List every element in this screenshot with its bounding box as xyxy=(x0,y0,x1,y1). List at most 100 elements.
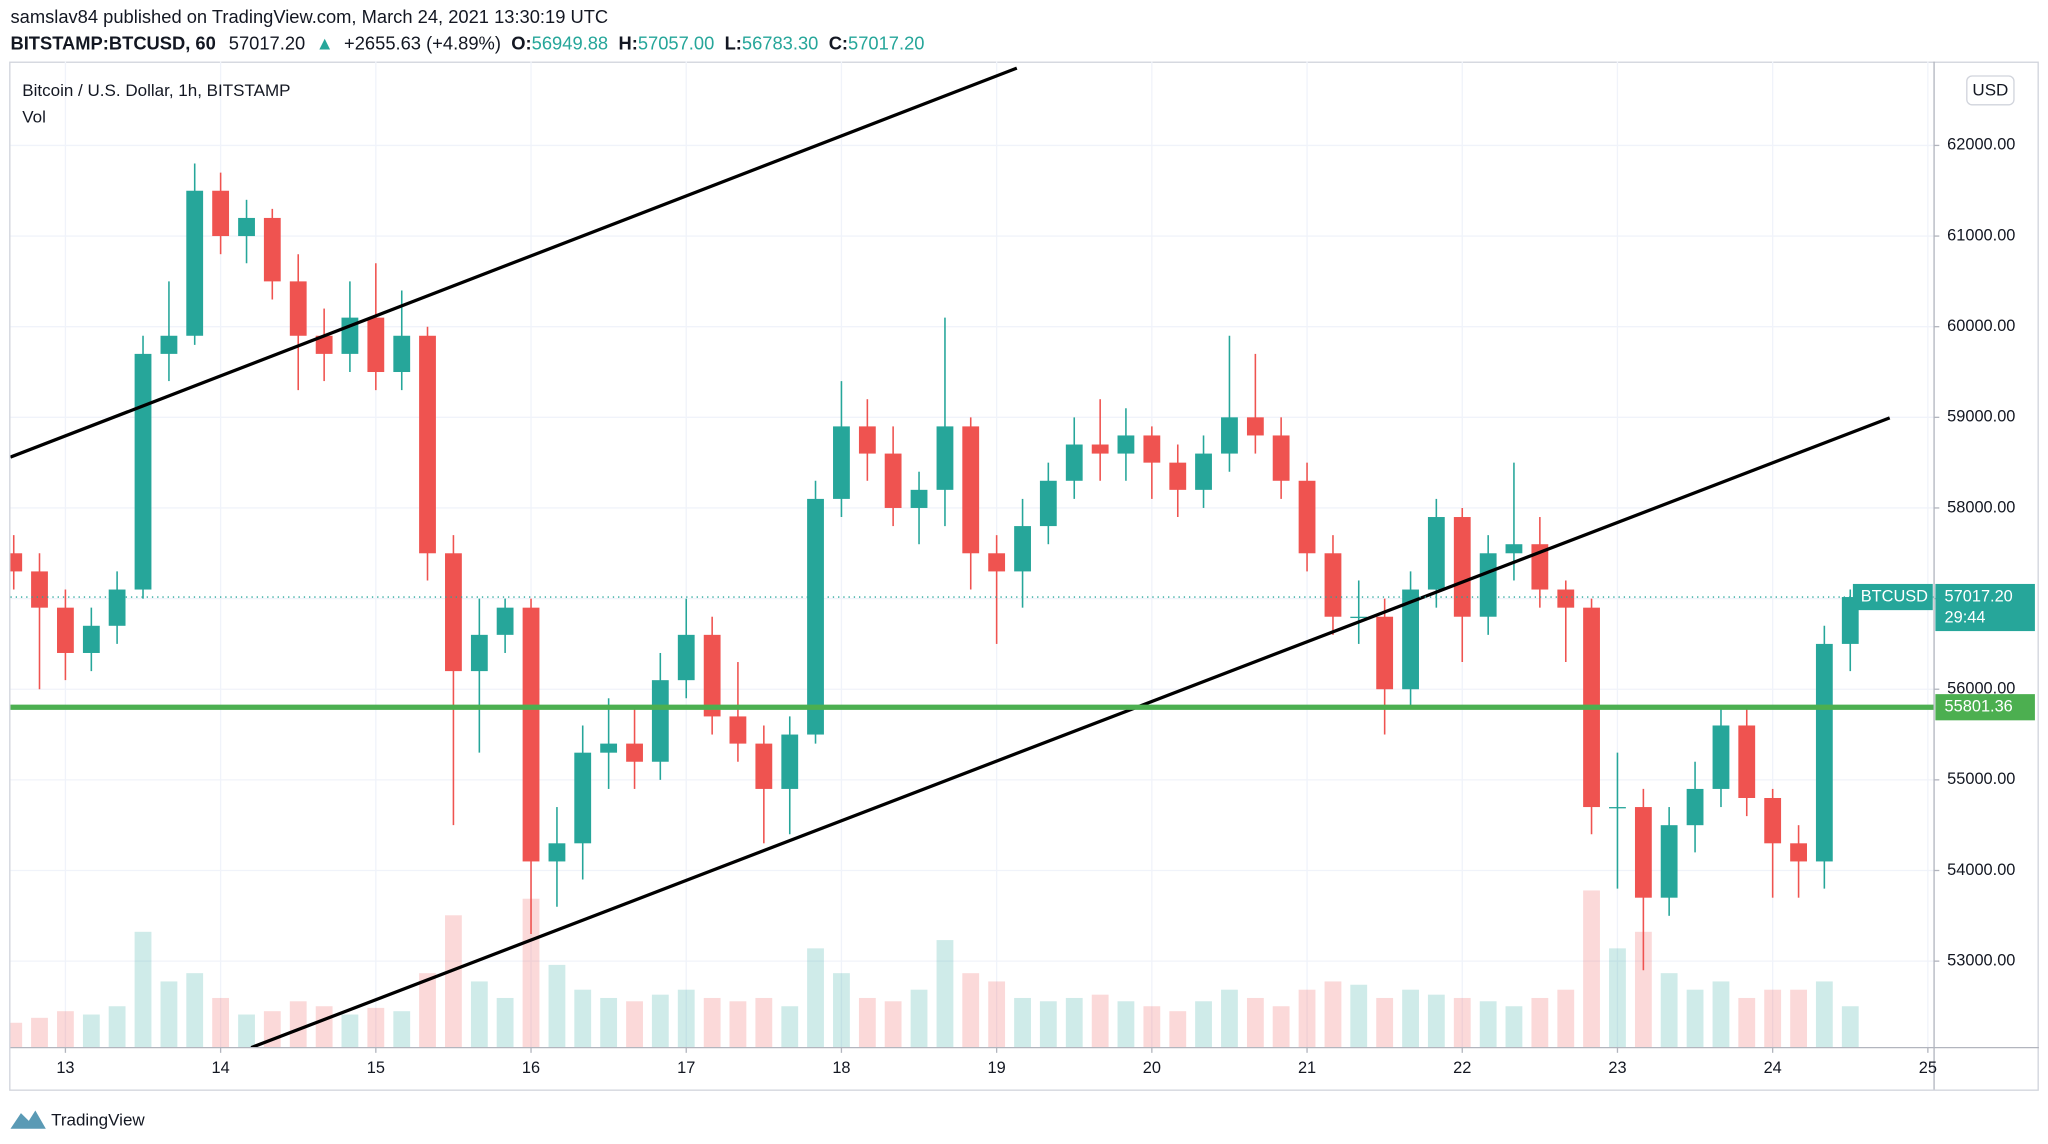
volume-bar xyxy=(10,1022,23,1048)
volume-bar xyxy=(1660,973,1678,1048)
ohlc-value: 57017.20 xyxy=(848,32,924,53)
volume-bar xyxy=(1091,994,1109,1048)
volume-bar xyxy=(496,997,514,1048)
price-label: 55801.36 xyxy=(1945,698,2013,716)
candle-body xyxy=(807,498,824,735)
currency[interactable]: USD xyxy=(1972,81,2008,100)
chart-frame xyxy=(9,61,2039,1091)
candle-body xyxy=(1764,797,1782,844)
candle-body xyxy=(600,743,618,753)
volume-bar xyxy=(1634,931,1652,1048)
candle-body xyxy=(1660,825,1678,898)
ohlc-label: C: xyxy=(829,32,848,53)
price-labels: 55801.36 BTCUSD 57017.20 29:44 xyxy=(1852,583,2035,721)
volume-bar xyxy=(367,1007,385,1048)
candle-body xyxy=(1169,462,1187,490)
volume-bar xyxy=(755,997,773,1048)
volume-bar xyxy=(1712,981,1730,1048)
volume-bar xyxy=(1764,989,1782,1048)
volume-bar xyxy=(729,1001,747,1048)
volume-bar xyxy=(31,1017,48,1048)
volume-bar xyxy=(1427,994,1445,1048)
volume-bar xyxy=(1065,997,1083,1048)
volume-bar xyxy=(315,1006,333,1048)
candle-body xyxy=(884,453,902,508)
candle-body xyxy=(548,843,566,862)
candle-body xyxy=(677,634,695,681)
candle-body xyxy=(1091,444,1109,454)
x-tick-label: 18 xyxy=(832,1059,850,1077)
currency-button[interactable] xyxy=(1966,75,2015,106)
volume-bar xyxy=(1324,981,1342,1048)
volume-bar xyxy=(1350,984,1368,1048)
symbol-line: BITSTAMP:BTCUSD, 60 57017.20 ▲ +2655.63 … xyxy=(10,32,924,53)
symbol: BITSTAMP:BTCUSD, 60 xyxy=(10,32,215,53)
volume-bar xyxy=(1039,1001,1057,1048)
candle-body xyxy=(781,734,799,789)
volume-bar xyxy=(1402,989,1419,1048)
volume-bar xyxy=(1841,1006,1859,1048)
volume-bar xyxy=(1246,997,1264,1048)
direction: ▲ xyxy=(316,32,334,53)
symbol-label-box xyxy=(1852,583,1933,611)
y-tick-label: 56000.00 xyxy=(1947,680,2015,698)
volume-bar xyxy=(1479,1001,1497,1048)
last: 57017.20 xyxy=(229,32,305,53)
y-tick-label: 59000.00 xyxy=(1947,408,2015,426)
candle-body xyxy=(212,190,230,237)
candle-body xyxy=(1557,589,1575,608)
candle-body xyxy=(1065,444,1083,481)
candle-body xyxy=(1505,544,1523,554)
candle-body xyxy=(263,217,281,282)
volume-bar xyxy=(289,1001,307,1048)
candle-body xyxy=(1039,480,1057,527)
chart-title: Bitcoin / U.S. Dollar, 1h, BITSTAMP xyxy=(22,81,290,100)
volume-bar xyxy=(186,973,204,1048)
candle-body xyxy=(496,607,514,635)
volume-bar xyxy=(781,1006,799,1048)
x-tick-label: 24 xyxy=(1764,1059,1782,1077)
volume-bar xyxy=(212,997,230,1048)
volume-bar xyxy=(134,931,152,1048)
volume-bar xyxy=(858,997,876,1048)
candle-body xyxy=(1738,725,1756,798)
candle-body xyxy=(1298,480,1316,554)
ohlc-value: 57057.00 xyxy=(638,32,714,53)
volume-bar xyxy=(962,973,980,1048)
x-tick-label: 17 xyxy=(677,1059,695,1077)
candle-body xyxy=(936,426,954,490)
candle-body xyxy=(729,716,747,744)
volume-bar xyxy=(1557,989,1575,1048)
candle-body xyxy=(1272,435,1290,481)
candle-body xyxy=(1686,788,1704,826)
volume-bar xyxy=(341,1014,359,1048)
x-tick-label: 21 xyxy=(1298,1059,1316,1077)
y-tick-label: 60000.00 xyxy=(1947,317,2015,335)
volume-bar xyxy=(1169,1011,1187,1048)
candle-body xyxy=(1402,589,1419,690)
ohlc-label: O: xyxy=(511,32,531,53)
candle-body xyxy=(1609,807,1626,809)
candle-body xyxy=(858,426,876,454)
candle-body xyxy=(1453,517,1471,617)
publisher-line: samslav84 published on TradingView.com, … xyxy=(10,6,608,27)
candle-body xyxy=(1790,843,1807,862)
volume-bar xyxy=(988,981,1006,1048)
volume-bar xyxy=(651,994,669,1048)
candle-body xyxy=(1479,553,1497,617)
price-label-box xyxy=(1935,694,2035,721)
volume-bar xyxy=(1014,997,1031,1048)
volume-bar xyxy=(1505,1006,1523,1048)
candle-body xyxy=(703,634,721,717)
volume-bar xyxy=(626,1001,643,1048)
volume-bar xyxy=(1531,997,1549,1048)
candle-body xyxy=(160,335,178,354)
candle-body xyxy=(57,607,74,653)
volume-bar xyxy=(393,1011,411,1048)
x-tick-label: 15 xyxy=(367,1059,385,1077)
ohlc-value: 56949.88 xyxy=(532,32,608,53)
candle-body xyxy=(651,680,669,762)
volume-bar xyxy=(884,1001,902,1048)
